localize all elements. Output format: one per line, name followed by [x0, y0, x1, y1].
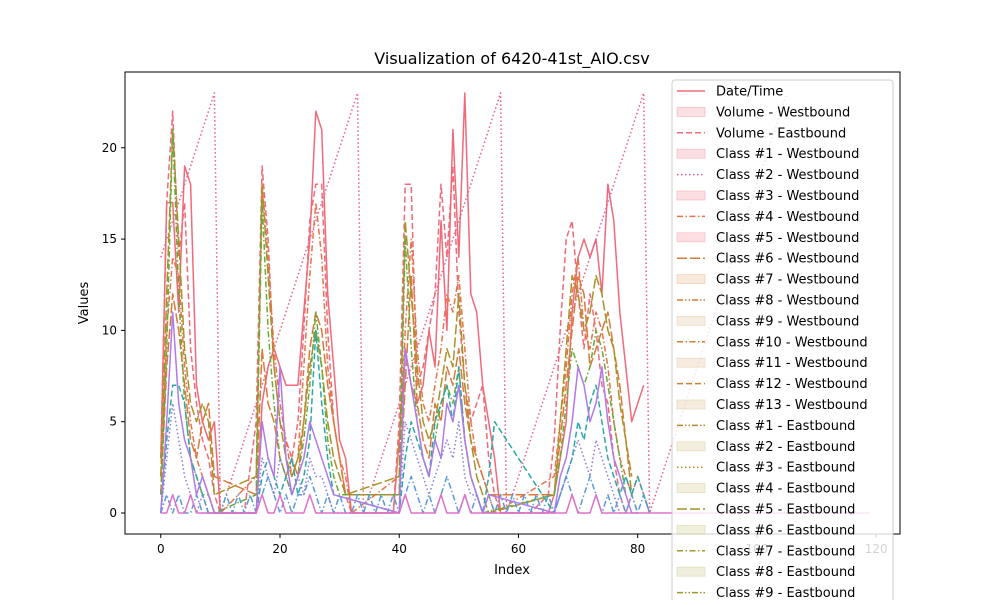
y-tick-label: 10: [102, 323, 117, 337]
legend-swatch-class-3-westbound: [676, 190, 706, 201]
series-layer: [160, 92, 871, 514]
legend-swatch-class-13-westbound: [676, 399, 706, 410]
x-tick-label: 60: [511, 542, 526, 556]
chart-title: Visualization of 6420-41st_AIO.csv: [374, 49, 649, 69]
legend-label-class-9-westbound: Class #9 - Westbound: [716, 314, 859, 329]
series-line-class-6-westbound: [160, 274, 633, 496]
legend-label-class-2-eastbound: Class #2 - Eastbound: [716, 440, 855, 455]
series-line-volume-eastbound: [160, 110, 651, 514]
legend-label-class-1-eastbound: Class #1 - Eastbound: [716, 419, 855, 434]
legend-label-class-9-eastbound: Class #9 - Eastbound: [716, 586, 855, 600]
legend-label-class-4-eastbound: Class #4 - Eastbound: [716, 482, 855, 497]
legend-label-class-10-westbound: Class #10 - Westbound: [716, 335, 868, 350]
legend-swatch-class-11-westbound: [676, 357, 706, 368]
legend: Date/Time Volume - Westbound Volume - East…: [671, 79, 894, 605]
legend-label-class-11-westbound: Class #11 - Westbound: [716, 356, 868, 371]
legend-swatch-class-8-eastbound: [676, 566, 706, 577]
legend-label-class-8-westbound: Class #8 - Westbound: [716, 294, 859, 309]
legend-swatch-class-9-westbound: [676, 315, 706, 326]
legend-label-date-time: Date/Time: [716, 85, 783, 100]
legend-label-class-13-westbound: Class #13 - Westbound: [716, 398, 868, 413]
legend-label-class-5-eastbound: Class #5 - Eastbound: [716, 503, 855, 518]
legend-label-class-2-westbound: Class #2 - Westbound: [716, 168, 859, 183]
legend-label-class-5-westbound: Class #5 - Westbound: [716, 231, 859, 246]
legend-label-class-7-eastbound: Class #7 - Eastbound: [716, 544, 855, 559]
y-axis-label: Values: [77, 282, 92, 325]
legend-label-class-4-westbound: Class #4 - Westbound: [716, 210, 859, 225]
legend-box: [671, 79, 894, 605]
series-line-class-7-eastbound: [160, 128, 627, 514]
x-tick-label: 40: [392, 542, 407, 556]
legend-label-class-6-westbound: Class #6 - Westbound: [716, 252, 859, 267]
legend-label-class-1-westbound: Class #1 - Westbound: [716, 147, 859, 162]
axes-frame: [124, 71, 901, 535]
x-tick-label: 20: [272, 542, 287, 556]
x-tick-label: 0: [157, 542, 165, 556]
legend-label-volume-westbound: Volume - Westbound: [716, 105, 850, 120]
legend-label-class-12-westbound: Class #12 - Westbound: [716, 377, 868, 392]
y-tick-label: 15: [102, 232, 117, 246]
legend-swatch-class-4-eastbound: [676, 483, 706, 494]
series-line-class-5-eastbound: [160, 128, 633, 514]
legend-label-class-6-eastbound: Class #6 - Eastbound: [716, 523, 855, 538]
x-tick-label: 80: [630, 542, 645, 556]
legend-swatch-class-7-westbound: [676, 274, 706, 285]
legend-label-class-3-eastbound: Class #3 - Eastbound: [716, 461, 855, 476]
y-tick-label: 5: [109, 415, 117, 429]
legend-swatch-volume-westbound: [676, 107, 706, 117]
legend-swatch-class-1-westbound: [676, 148, 706, 159]
y-tick-label: 0: [109, 506, 117, 520]
legend-label-class-3-westbound: Class #3 - Westbound: [716, 189, 859, 204]
y-tick-label: 20: [102, 141, 117, 155]
legend-swatch-class-2-eastbound: [676, 441, 706, 452]
legend-label-volume-eastbound: Volume - Eastbound: [716, 126, 846, 141]
legend-label-class-8-eastbound: Class #8 - Eastbound: [716, 565, 855, 580]
legend-swatch-class-5-westbound: [676, 232, 706, 243]
legend-swatch-class-6-eastbound: [676, 525, 706, 535]
x-axis-label: Index: [494, 563, 530, 578]
legend-label-class-7-westbound: Class #7 - Westbound: [716, 273, 859, 288]
